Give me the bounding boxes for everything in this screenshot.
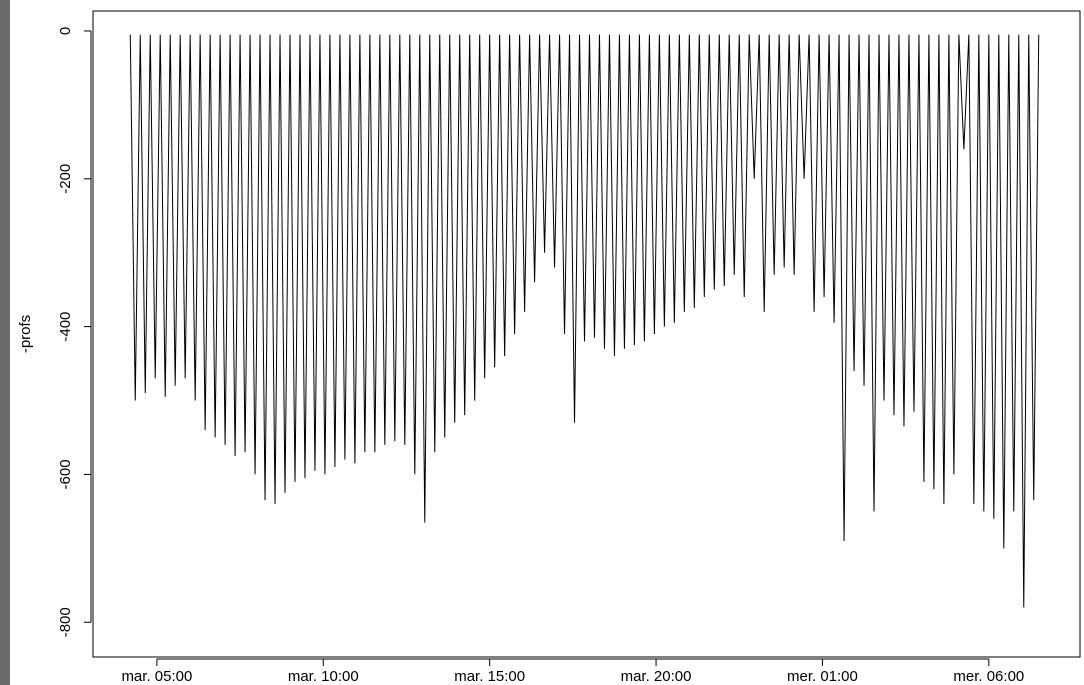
y-tick-label: -600: [57, 459, 74, 489]
dive-line: [130, 35, 1038, 608]
y-axis-label: -profs: [17, 315, 34, 353]
x-tick-label: mer. 06:00: [953, 668, 1024, 685]
x-tick-label: mar. 05:00: [121, 668, 192, 685]
y-tick-label: -400: [57, 312, 74, 342]
x-tick-label: mar. 20:00: [621, 668, 692, 685]
x-tick-label: mar. 10:00: [288, 668, 359, 685]
chart: -profs 0 -200 -400 -600 -800 mar. 05:00 mar. 1…: [0, 0, 1084, 685]
y-tick-label: 0: [57, 27, 74, 35]
x-tick-label: mar. 15:00: [454, 668, 525, 685]
y-tick-label: -800: [57, 607, 74, 637]
background-strip: [0, 0, 10, 685]
x-tick-label: mer. 01:00: [787, 668, 858, 685]
y-tick-label: -200: [57, 164, 74, 194]
